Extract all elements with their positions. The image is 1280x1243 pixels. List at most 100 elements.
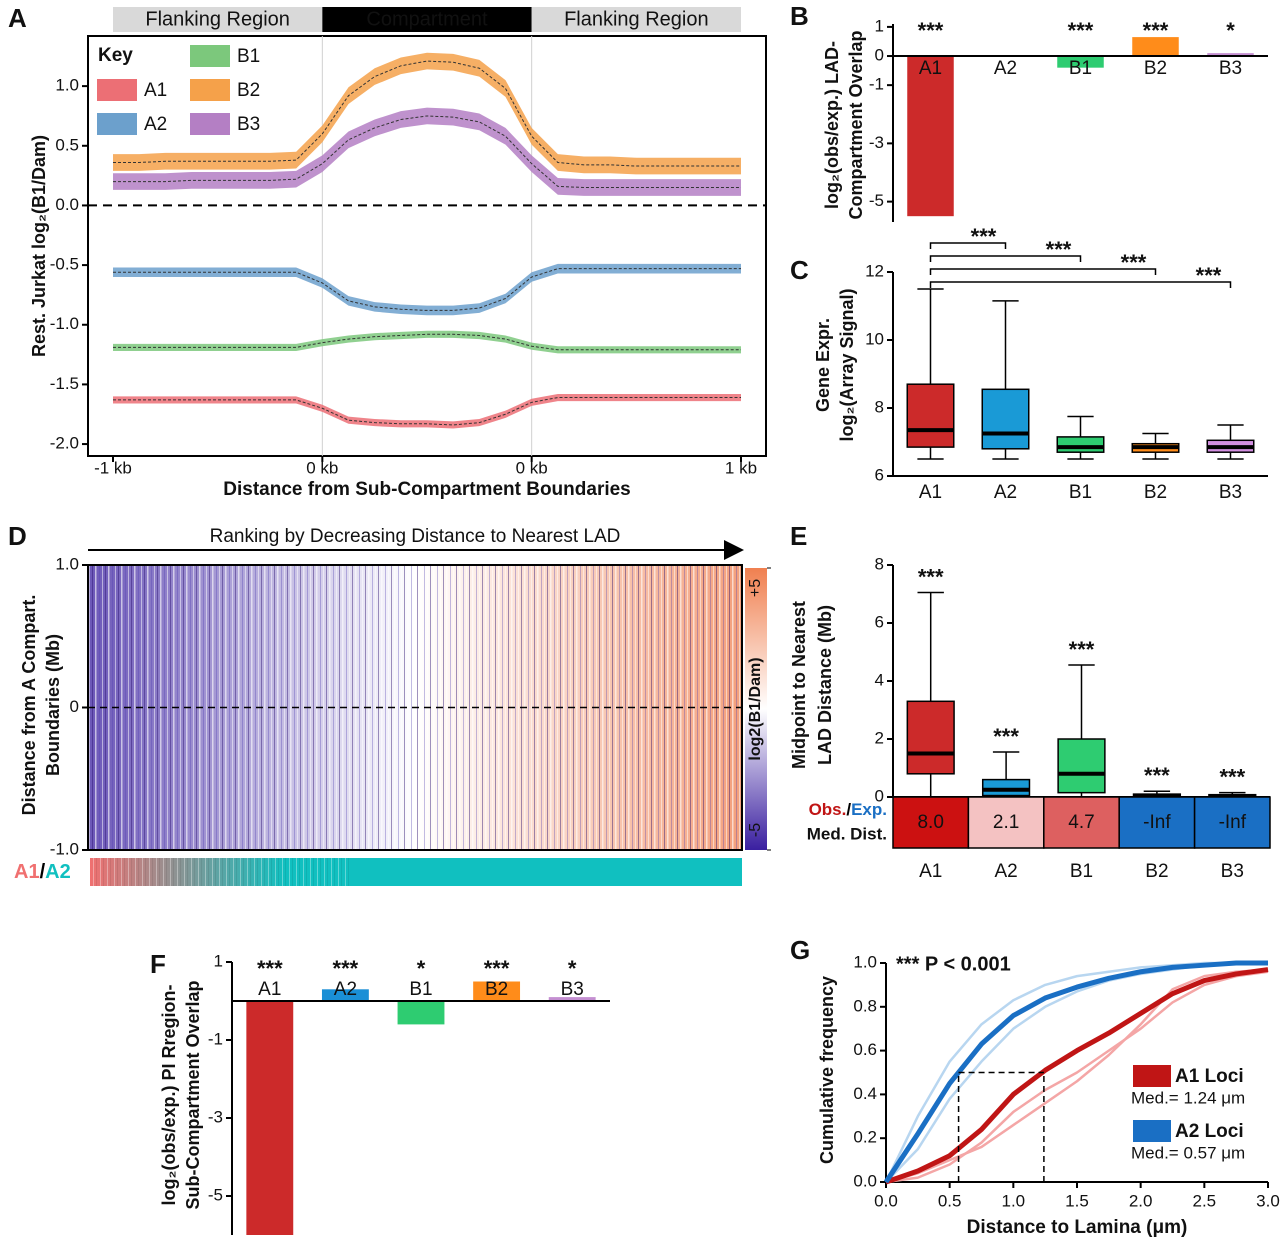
bar (1132, 37, 1179, 57)
y-tick-label: 0 (70, 697, 79, 716)
category-label: B1 (1070, 861, 1093, 882)
category-label: B1 (1069, 482, 1092, 503)
y-tick-label: -3 (208, 1107, 223, 1126)
table-cell (967, 796, 1045, 849)
bar (1057, 56, 1104, 68)
significance: *** (257, 956, 283, 981)
ranking-title: Ranking by Decreasing Distance to Neares… (210, 526, 621, 547)
y-tick-label: 1 (875, 16, 884, 35)
error-band (113, 107, 741, 196)
y-tick-label: 0 (875, 46, 884, 65)
header-label: Flanking Region (145, 8, 290, 30)
x-tick-label: 1.5 (1065, 1191, 1089, 1210)
track-texture (90, 858, 350, 886)
y-tick-label: 2 (875, 728, 884, 747)
bar (473, 981, 521, 1001)
row-label-part: Obs. (809, 800, 847, 819)
y-axis-label: log₂(Array Signal) (837, 288, 857, 441)
y-tick-label: -5 (208, 1185, 223, 1204)
y-axis-label: Boundaries (Mb) (43, 634, 63, 776)
y-axis-label: Gene Expr. (813, 318, 833, 412)
row-label-part: / (846, 800, 851, 819)
y-tick-label: -1 (208, 1029, 223, 1048)
table-cell (1043, 796, 1120, 849)
y-tick-label: 8 (875, 397, 884, 416)
x-tick-label: 0.0 (874, 1191, 898, 1210)
x-tick-label: 0 kb (306, 458, 338, 477)
legend-swatch (1133, 1065, 1171, 1087)
box (1057, 738, 1106, 794)
table-cell (892, 796, 970, 849)
header-label: Flanking Region (564, 8, 709, 30)
box (981, 388, 1030, 450)
significance: *** (1219, 764, 1245, 789)
error-band (113, 52, 741, 175)
cdf-line (883, 960, 1268, 1184)
category-label: A2 (994, 58, 1017, 79)
y-tick-label: -2.0 (50, 434, 79, 453)
comparison-bracket (929, 268, 1157, 275)
bar (1207, 53, 1254, 57)
comparison-bracket (929, 242, 1007, 249)
category-label: A2 (994, 861, 1017, 882)
panel-letter: B (790, 1, 809, 31)
x-tick-label: 1.0 (1002, 1191, 1026, 1210)
x-tick-label: 1 kb (725, 458, 757, 477)
y-tick-label: 1.0 (55, 554, 79, 573)
significance: *** (1144, 763, 1170, 788)
significance: *** (1121, 250, 1147, 275)
significance: *** (333, 956, 359, 981)
y-axis-label: Midpoint to Nearest (789, 601, 809, 769)
legend-swatch (97, 79, 137, 101)
error-band (113, 263, 741, 316)
colorbar (745, 568, 767, 850)
significance: *** (1068, 18, 1094, 43)
y-tick-label: -1.5 (50, 374, 79, 393)
x-axis-label: Distance from Sub-Compartment Boundaries (223, 479, 631, 500)
significance: *** (484, 956, 510, 981)
y-tick-label: -1.0 (50, 839, 79, 858)
mean-line (113, 397, 741, 426)
table-value: -Inf (1143, 812, 1171, 833)
panel-letter: E (790, 521, 807, 551)
legend-label: B1 (237, 46, 260, 67)
y-tick-label: 4 (875, 670, 884, 689)
box (981, 778, 1031, 797)
significance: *** (918, 18, 944, 43)
box (1056, 436, 1105, 453)
category-label: A2 (334, 979, 357, 1000)
y-tick-label: -0.5 (50, 255, 79, 274)
y-tick-label: 10 (865, 329, 884, 348)
y-tick-label: 0 (875, 786, 884, 805)
legend-label: A2 Loci (1175, 1121, 1244, 1142)
y-tick-label: -5 (869, 191, 884, 210)
legend-swatch (190, 113, 230, 135)
track-label-part: A2 (45, 861, 71, 883)
y-tick-label: 0.6 (853, 1040, 877, 1059)
bar (397, 1001, 445, 1025)
x-tick-label: 3.0 (1256, 1191, 1280, 1210)
category-label: A1 (919, 861, 942, 882)
category-label: B3 (1221, 861, 1244, 882)
y-tick-label: 1.0 (853, 952, 877, 971)
track-label: A1/A2 (14, 861, 71, 883)
significance: *** (1069, 637, 1095, 662)
y-axis-label: LAD Distance (Mb) (815, 605, 835, 765)
y-axis-label: log₂(obs/exp.) LAD- (822, 41, 842, 209)
table-value: -Inf (1219, 812, 1247, 833)
comparison-bracket (929, 281, 1232, 288)
y-tick-label: 8 (875, 554, 884, 573)
legend-title: Key (98, 45, 133, 66)
x-axis-label: Distance to Lamina (μm) (967, 1217, 1188, 1238)
panel-letter: D (8, 521, 27, 551)
legend-label: B3 (237, 114, 260, 135)
category-label: B2 (1144, 58, 1167, 79)
y-tick-label: 0.5 (55, 135, 79, 154)
category-label: B2 (1144, 482, 1167, 503)
category-label: B3 (561, 979, 584, 1000)
mean-line (113, 115, 741, 189)
cdf-line (885, 968, 1269, 1184)
panel-letter: C (790, 255, 809, 285)
x-tick-label: 2.0 (1129, 1191, 1153, 1210)
bar (246, 1001, 294, 1235)
